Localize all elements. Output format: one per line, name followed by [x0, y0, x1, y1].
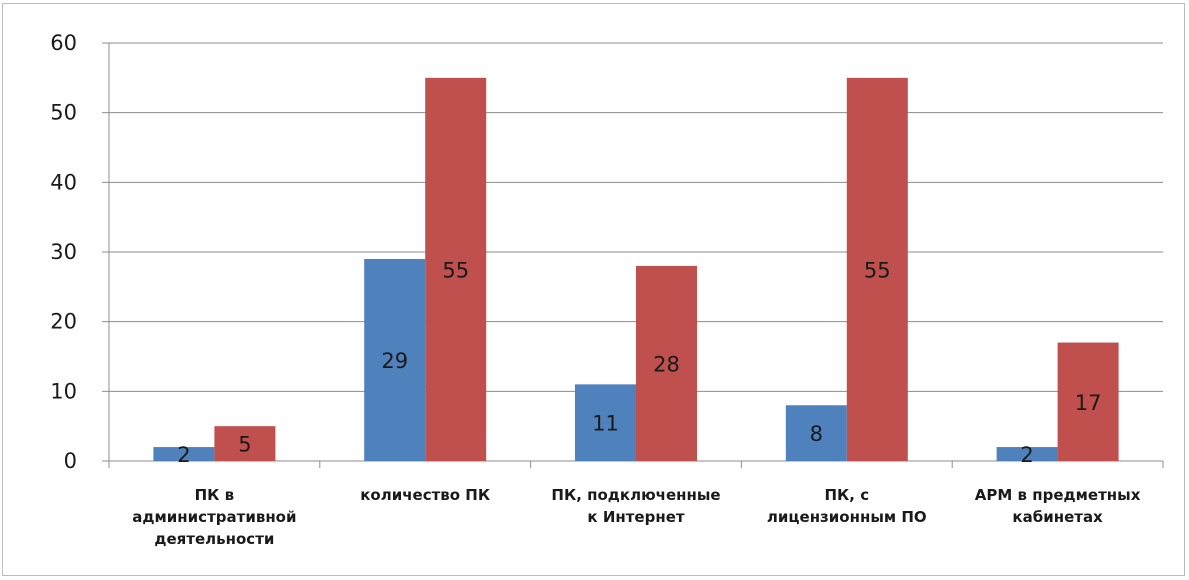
data-label-series2-cat1: 5 [238, 433, 251, 457]
bar-series2-cat5 [1057, 342, 1119, 461]
bar-series2-cat2 [425, 77, 487, 461]
category-label-1-line-2: административной [132, 508, 296, 526]
y-tick-label-60: 60 [50, 31, 77, 55]
y-tick-label-10: 10 [50, 379, 77, 403]
data-label-series2-cat4: 55 [864, 258, 891, 282]
bar-series2-cat4 [846, 77, 908, 461]
bar-series2-cat1 [214, 426, 276, 461]
category-label-4: ПК, с лицензионным ПО [767, 486, 927, 526]
category-label-1-line-3: деятельности [154, 530, 274, 548]
category-label-3: ПК, подключенные к Интернет [551, 486, 720, 526]
category-label-4-line-1: ПК, с [824, 486, 869, 504]
y-tick-label-50: 50 [50, 101, 77, 125]
data-label-series2-cat5: 17 [1075, 391, 1102, 415]
category-label-5-line-2: кабинетах [1012, 508, 1103, 526]
data-label-series1-cat4: 8 [810, 422, 823, 446]
category-label-5-line-1: АРМ в предметных [975, 486, 1141, 504]
category-label-1-line-1: ПК в [195, 486, 235, 504]
category-label-3-line-2: к Интернет [587, 508, 684, 526]
y-tick-label-30: 30 [50, 240, 77, 264]
bar-series1-cat3 [575, 384, 636, 461]
category-label-2: количество ПК [360, 486, 491, 504]
category-label-4-line-2: лицензионным ПО [767, 508, 927, 526]
bar-series1-cat2 [364, 258, 426, 461]
category-label-1: ПК в административной деятельности [132, 486, 296, 548]
bar-series1-cat5 [996, 447, 1058, 461]
data-label-series1-cat2: 29 [381, 349, 408, 373]
y-tick-label-0: 0 [64, 449, 77, 473]
bar-series1-cat4 [785, 405, 847, 461]
bar-series2-cat3 [636, 265, 697, 461]
data-label-series1-cat3: 11 [592, 412, 619, 436]
y-tick-label-40: 40 [50, 170, 77, 194]
bar-series1-cat1 [153, 447, 215, 461]
chart-frame [2, 3, 1185, 576]
data-label-series1-cat1: 2 [177, 443, 190, 467]
data-label-series2-cat2: 55 [442, 258, 469, 282]
category-label-5: АРМ в предметных кабинетах [975, 486, 1141, 526]
category-label-2-line-1: количество ПК [360, 486, 491, 504]
y-tick-label-20: 20 [50, 310, 77, 334]
data-label-series2-cat3: 28 [653, 352, 680, 376]
category-label-3-line-1: ПК, подключенные [551, 486, 720, 504]
data-label-series1-cat5: 2 [1020, 443, 1033, 467]
